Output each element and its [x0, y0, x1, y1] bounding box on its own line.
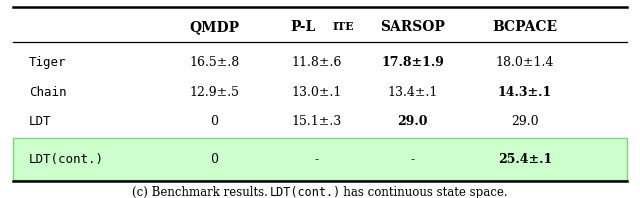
Text: 13.4±.1: 13.4±.1	[388, 86, 438, 99]
Text: 11.8±.6: 11.8±.6	[292, 56, 342, 69]
Text: 14.3±.1: 14.3±.1	[498, 86, 552, 99]
Text: BCPACE: BCPACE	[492, 20, 557, 34]
Text: 0: 0	[211, 115, 218, 128]
Text: (c) Benchmark results.: (c) Benchmark results.	[132, 186, 270, 198]
Text: 29.0: 29.0	[397, 115, 428, 128]
Text: -: -	[315, 153, 319, 166]
Text: QMDP: QMDP	[189, 20, 239, 34]
Text: 16.5±.8: 16.5±.8	[189, 56, 239, 69]
Text: Chain: Chain	[29, 86, 67, 99]
Text: 17.8±1.9: 17.8±1.9	[381, 56, 444, 69]
Text: 13.0±.1: 13.0±.1	[292, 86, 342, 99]
Text: 25.4±.1: 25.4±.1	[498, 153, 552, 166]
Text: has continuous state space.: has continuous state space.	[341, 186, 508, 198]
Text: LDT(cont.): LDT(cont.)	[29, 153, 104, 166]
Text: SARSOP: SARSOP	[380, 20, 445, 34]
Text: -: -	[411, 153, 415, 166]
Text: 12.9±.5: 12.9±.5	[189, 86, 239, 99]
Text: LDT(cont.): LDT(cont.)	[270, 186, 341, 198]
FancyBboxPatch shape	[13, 138, 627, 180]
Text: ITE: ITE	[333, 21, 355, 32]
Text: 0: 0	[211, 153, 218, 166]
Text: 29.0: 29.0	[511, 115, 539, 128]
Text: Tiger: Tiger	[29, 56, 67, 69]
Text: P-L: P-L	[290, 20, 316, 34]
Text: LDT: LDT	[29, 115, 51, 128]
Text: 18.0±1.4: 18.0±1.4	[495, 56, 554, 69]
Text: 15.1±.3: 15.1±.3	[292, 115, 342, 128]
